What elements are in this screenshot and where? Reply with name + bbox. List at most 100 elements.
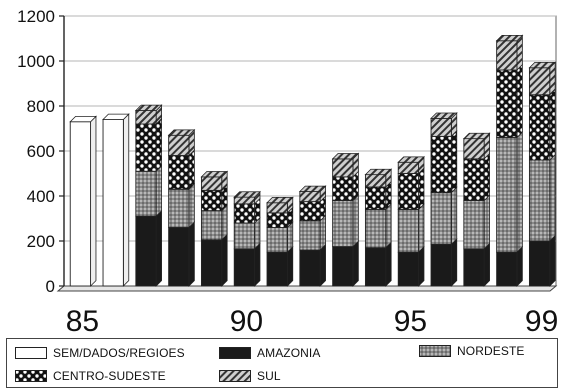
bar-side xyxy=(483,152,490,202)
bar-top xyxy=(69,115,97,123)
bar-side xyxy=(319,214,326,251)
bar-side xyxy=(418,203,425,254)
bar-side xyxy=(483,242,490,287)
bar-segment-amazonia xyxy=(528,240,551,287)
bar-segment-centro-sudeste xyxy=(332,176,354,201)
bar-segment-sul xyxy=(299,191,321,203)
legend-swatch xyxy=(419,345,451,357)
legend-item-amazonia: AMAZONIA xyxy=(219,346,320,360)
bar-side xyxy=(221,204,228,241)
legend-label: SUL xyxy=(257,369,281,383)
bar-segment-amazonia xyxy=(299,249,321,287)
bar-side xyxy=(155,164,162,218)
bar-side xyxy=(254,242,261,287)
bar-segment-centro-sudeste xyxy=(496,69,518,138)
bar-segment-centro-sudeste xyxy=(463,158,485,201)
bar-top xyxy=(233,191,261,198)
bar-segment-sul xyxy=(168,134,190,156)
bar-segment-amazonia xyxy=(364,247,387,287)
legend-swatch xyxy=(219,347,251,359)
legend-swatch xyxy=(219,370,251,382)
bar-segment-sul xyxy=(528,67,551,96)
y-tick-label: 600 xyxy=(27,142,55,161)
legend: SEM/DADOS/REGIOES AMAZONIA NORDESTE CENTRO-… xyxy=(6,338,558,388)
bar-side xyxy=(90,115,97,287)
bar-segment-centro-sudeste xyxy=(397,173,420,210)
bar-segment-centro-sudeste xyxy=(135,123,157,172)
bar-side xyxy=(450,186,458,246)
y-tick-label: 0 xyxy=(46,277,55,296)
legend-label: CENTRO-SUDESTE xyxy=(53,369,166,383)
bar-segment-centro-sudeste xyxy=(364,186,387,210)
bar-side xyxy=(549,234,556,287)
bar-segment-amazonia xyxy=(200,239,223,287)
bar-segment-sul xyxy=(233,196,256,205)
bar-side xyxy=(155,117,162,173)
bar-segment-centro-sudeste xyxy=(299,201,321,222)
bars xyxy=(69,34,557,287)
bar-side xyxy=(385,241,392,287)
legend-swatch xyxy=(15,370,47,382)
bar-segment-amazonia xyxy=(496,251,518,287)
bar-segment-amazonia xyxy=(430,243,452,287)
bar-segment-sul xyxy=(200,176,223,191)
bar-segment-amazonia xyxy=(463,248,485,287)
bar-top xyxy=(331,153,360,160)
bar-top xyxy=(364,168,393,176)
bar-segment-centro-sudeste xyxy=(168,155,190,190)
bar-segment-centro-sudeste xyxy=(528,94,551,161)
x-tick-label: 85 xyxy=(66,305,99,338)
bar-segment-sul xyxy=(496,40,518,71)
bar-segment-nordeste xyxy=(332,200,354,248)
bar-segment-sem-dados-regioes xyxy=(102,119,124,287)
bar-segment-amazonia xyxy=(135,215,157,287)
legend-swatch xyxy=(15,347,47,359)
bar-segment-amazonia xyxy=(168,227,190,287)
bar-top xyxy=(102,113,130,120)
bar-segment-amazonia xyxy=(266,251,288,287)
legend-label: SEM/DADOS/REGIOES xyxy=(53,346,185,360)
bar-top xyxy=(462,132,491,140)
bar-segment-nordeste xyxy=(397,209,420,253)
bar-chart: 0 200 400 600 800 1000 1200 85 90 95 99 xyxy=(17,7,558,338)
bar-side xyxy=(549,153,556,242)
bar-side xyxy=(516,63,523,139)
bar-segment-sul xyxy=(266,202,288,214)
bar-segment-sul xyxy=(463,138,485,160)
legend-label: AMAZONIA xyxy=(257,346,321,360)
bar-segment-nordeste xyxy=(463,200,485,250)
bar-side xyxy=(352,194,359,248)
bar-segment-nordeste xyxy=(364,209,387,249)
bar-side xyxy=(385,203,392,249)
bar-segment-centro-sudeste xyxy=(200,189,223,212)
legend-item-nordeste: NORDESTE xyxy=(419,344,524,358)
bar-segment-sul xyxy=(364,174,387,188)
bar-top xyxy=(528,61,557,69)
bar-segment-nordeste xyxy=(299,220,321,251)
x-tick-label: 99 xyxy=(525,305,558,338)
bar-segment-nordeste xyxy=(266,227,288,253)
bar-side xyxy=(450,238,458,287)
bar-side xyxy=(516,34,523,71)
y-tick-label: 800 xyxy=(27,97,55,116)
bar-side xyxy=(516,245,523,287)
bar-segment-nordeste xyxy=(135,170,157,217)
bar-segment-nordeste xyxy=(168,188,190,228)
bar-segment-sem-dados-regioes xyxy=(69,121,92,287)
bar-side xyxy=(188,221,195,287)
bar-segment-nordeste xyxy=(496,137,518,253)
bar-top xyxy=(495,34,524,42)
bar-top xyxy=(134,104,163,111)
y-tick-label: 200 xyxy=(27,232,55,251)
bar-segment-sul xyxy=(332,158,354,178)
chart-floor xyxy=(56,285,558,292)
bar-top xyxy=(266,196,294,204)
x-tick-label: 90 xyxy=(230,305,263,338)
y-tick-label: 1200 xyxy=(17,7,55,26)
bar-segment-amazonia xyxy=(233,248,256,287)
bar-top xyxy=(167,129,196,136)
bar-side xyxy=(516,131,523,254)
bar-side xyxy=(549,88,556,161)
bar-side xyxy=(188,182,195,229)
bar-side xyxy=(418,167,425,211)
